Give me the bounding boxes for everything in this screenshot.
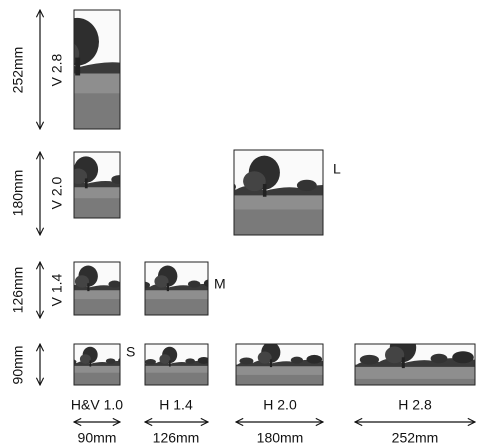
image-frame [73, 343, 121, 386]
image-v14 [74, 262, 120, 315]
column-size: 126mm [153, 430, 200, 446]
image-frame [354, 343, 476, 386]
image-h20 [236, 344, 323, 385]
image-frame [144, 261, 209, 316]
row-size: 126mm [10, 267, 26, 314]
image-s [74, 344, 120, 385]
image-l [234, 150, 323, 235]
row-size: 180mm [10, 170, 26, 217]
row-size: 252mm [10, 47, 26, 94]
column-size: 180mm [257, 430, 304, 446]
column-size: 90mm [78, 430, 117, 446]
image-frame [144, 343, 209, 386]
row-label: V 2.8 [49, 53, 65, 86]
row-label: V 1.4 [49, 273, 65, 306]
row-label: V 2.0 [49, 176, 65, 209]
size-class-label: L [333, 161, 341, 177]
image-frame [73, 9, 121, 130]
row-size: 90mm [10, 346, 26, 385]
image-h28 [355, 344, 475, 385]
image-frame [73, 151, 121, 219]
image-v28 [74, 10, 120, 129]
size-class-label: M [214, 276, 226, 292]
image-frame [73, 261, 121, 316]
column-label: H 1.4 [159, 397, 193, 413]
image-m [145, 262, 208, 315]
column-label: H&V 1.0 [71, 397, 123, 413]
size-class-label: S [126, 344, 135, 360]
column-label: H 2.8 [398, 397, 432, 413]
column-size: 252mm [392, 430, 439, 446]
image-h14 [145, 344, 208, 385]
image-frame [233, 149, 324, 236]
image-frame [235, 343, 324, 386]
column-label: H 2.0 [263, 397, 297, 413]
